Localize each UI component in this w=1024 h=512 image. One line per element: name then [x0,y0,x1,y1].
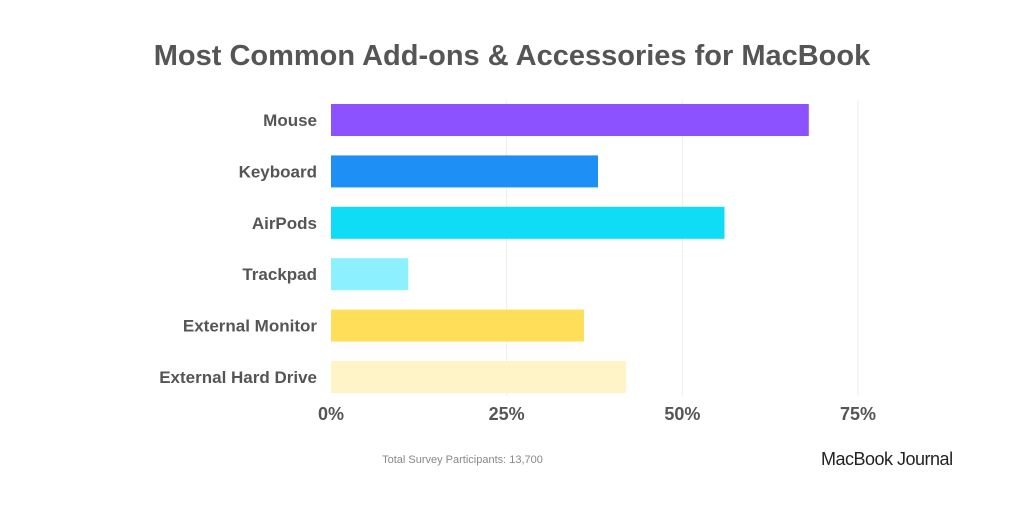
bar [331,309,584,342]
category-label: Mouse [263,111,317,130]
x-tick-label: 50% [664,404,700,424]
category-label: Trackpad [242,265,317,284]
bar [331,206,725,239]
category-label: Keyboard [239,162,317,181]
bar [331,155,599,188]
category-label: External Hard Drive [159,368,317,387]
brand-logo: MacBook Journal [821,449,953,469]
bar [331,104,809,136]
category-label: AirPods [252,214,317,233]
x-tick-label: 75% [840,404,876,424]
footnote: Total Survey Participants: 13,700 [382,454,543,466]
x-tick-label: 0% [318,404,344,424]
bar [331,258,409,291]
bar [331,361,627,393]
chart-title: Most Common Add-ons & Accessories for Ma… [153,40,871,72]
x-tick-label: 25% [489,404,525,424]
category-label: External Monitor [183,317,318,336]
